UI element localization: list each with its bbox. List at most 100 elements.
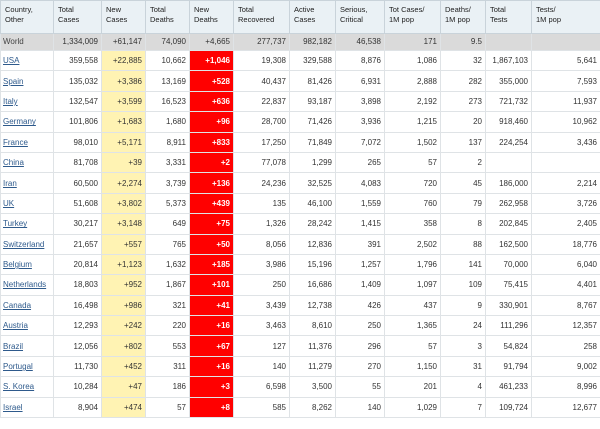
column-header-country[interactable]: Country, Other — [0, 0, 54, 34]
total-recovered-cell: 40,437 — [233, 70, 290, 92]
country-cell: Netherlands — [0, 274, 54, 296]
active-cases-cell: 93,187 — [289, 90, 336, 113]
column-header-total-cases[interactable]: Total Cases — [53, 0, 102, 34]
total-cases-cell: 10,284 — [53, 376, 102, 398]
column-header-tot-cases-per-1m[interactable]: Tot Cases/ 1M pop — [384, 0, 441, 34]
new-cases-cell: +2,274 — [101, 172, 146, 194]
new-deaths-cell: +185 — [189, 253, 234, 276]
column-header-active-cases[interactable]: Active Cases — [289, 0, 336, 34]
country-link[interactable]: Germany — [3, 117, 36, 127]
active-cases-cell: 8,262 — [289, 396, 336, 419]
serious-critical-cell: 8,876 — [335, 49, 385, 72]
tot-cases-per-1m-cell: 57 — [384, 151, 441, 174]
total-deaths-cell: 1,867 — [145, 274, 190, 296]
column-header-total-deaths[interactable]: Total Deaths — [145, 0, 190, 34]
total-cases-cell: 132,547 — [53, 90, 102, 113]
country-link[interactable]: Austria — [3, 321, 28, 331]
country-link[interactable]: Belgium — [3, 260, 32, 270]
column-header-new-deaths[interactable]: New Deaths — [189, 0, 234, 34]
active-cases-cell: 16,686 — [289, 274, 336, 296]
serious-critical-cell: 7,072 — [335, 131, 385, 153]
serious-critical-cell: 1,409 — [335, 274, 385, 296]
serious-critical-cell: 3,936 — [335, 111, 385, 133]
active-cases-cell: 3,500 — [289, 376, 336, 398]
serious-critical-cell: 140 — [335, 396, 385, 419]
total-cases-cell: 8,904 — [53, 396, 102, 419]
active-cases-cell: 71,849 — [289, 131, 336, 153]
total-cases-cell: 1,334,009 — [53, 33, 102, 51]
deaths-per-1m-cell: 79 — [440, 192, 486, 215]
tot-cases-per-1m-cell: 57 — [384, 335, 441, 357]
new-cases-cell: +39 — [101, 151, 146, 174]
tests-per-1m-cell: 5,641 — [531, 49, 600, 72]
total-tests-cell: 111,296 — [485, 315, 532, 337]
country-link[interactable]: France — [3, 137, 28, 147]
active-cases-cell: 81,426 — [289, 70, 336, 92]
new-deaths-cell: +8 — [189, 396, 234, 419]
serious-critical-cell: 426 — [335, 294, 385, 317]
total-deaths-cell: 16,523 — [145, 90, 190, 113]
serious-critical-cell: 3,898 — [335, 90, 385, 113]
serious-critical-cell: 391 — [335, 233, 385, 255]
total-cases-cell: 18,803 — [53, 274, 102, 296]
country-link[interactable]: China — [3, 158, 24, 168]
country-link[interactable]: Israel — [3, 402, 23, 412]
column-header-total-tests[interactable]: Total Tests — [485, 0, 532, 34]
serious-critical-cell: 1,257 — [335, 253, 385, 276]
tests-per-1m-cell: 12,677 — [531, 396, 600, 419]
new-deaths-cell: +833 — [189, 131, 234, 153]
active-cases-cell: 329,588 — [289, 49, 336, 72]
country-cell: Iran — [0, 172, 54, 194]
table-body: World 1,334,009 +61,147 74,090 +4,665 277,737… — [0, 33, 600, 419]
country-link[interactable]: USA — [3, 56, 20, 66]
new-cases-cell: +557 — [101, 233, 146, 255]
total-deaths-cell: 5,373 — [145, 192, 190, 215]
total-deaths-cell: 765 — [145, 233, 190, 255]
new-cases-cell: +1,123 — [101, 253, 146, 276]
tot-cases-per-1m-cell: 437 — [384, 294, 441, 317]
country-cell: Italy — [0, 90, 54, 113]
country-link[interactable]: S. Korea — [3, 382, 35, 392]
tot-cases-per-1m-cell: 760 — [384, 192, 441, 215]
deaths-per-1m-cell: 9.5 — [440, 33, 486, 51]
column-header-total-recovered[interactable]: Total Recovered — [233, 0, 290, 34]
total-tests-cell: 202,845 — [485, 213, 532, 235]
country-link[interactable]: Iran — [3, 178, 17, 188]
column-header-tests-per-1m[interactable]: Tests/ 1M pop — [531, 0, 600, 34]
country-link[interactable]: Switzerland — [3, 239, 45, 249]
table-row: Iran 60,500 +2,274 3,739 +136 24,236 32,525 4,0… — [0, 172, 600, 194]
table-row: France 98,010 +5,171 8,911 +833 17,250 71,849 7… — [0, 131, 600, 153]
column-header-deaths-per-1m[interactable]: Deaths/ 1M pop — [440, 0, 486, 34]
new-deaths-cell: +636 — [189, 90, 234, 113]
country-link[interactable]: UK — [3, 198, 15, 208]
total-recovered-cell: 17,250 — [233, 131, 290, 153]
country-link[interactable]: Turkey — [3, 219, 28, 229]
total-tests-cell: 162,500 — [485, 233, 532, 255]
total-recovered-cell: 6,598 — [233, 376, 290, 398]
deaths-per-1m-cell: 4 — [440, 376, 486, 398]
column-header-new-cases[interactable]: New Cases — [101, 0, 146, 34]
new-cases-cell: +1,683 — [101, 111, 146, 133]
country-link[interactable]: Canada — [3, 300, 32, 310]
column-header-serious-critical[interactable]: Serious, Critical — [335, 0, 385, 34]
country-link[interactable]: Italy — [3, 96, 18, 106]
serious-critical-cell: 6,931 — [335, 70, 385, 92]
new-deaths-cell: +4,665 — [189, 33, 234, 51]
country-link[interactable]: Netherlands — [3, 280, 47, 290]
tests-per-1m-cell: 12,357 — [531, 315, 600, 337]
deaths-per-1m-cell: 9 — [440, 294, 486, 317]
country-link[interactable]: Spain — [3, 76, 24, 86]
country-link[interactable]: Portugal — [3, 362, 33, 372]
new-deaths-cell: +2 — [189, 151, 234, 174]
tests-per-1m-cell: 9,002 — [531, 355, 600, 378]
total-deaths-cell: 553 — [145, 335, 190, 357]
new-deaths-cell: +96 — [189, 111, 234, 133]
country-link[interactable]: Brazil — [3, 341, 24, 351]
country-cell: France — [0, 131, 54, 153]
world-total-row: World 1,334,009 +61,147 74,090 +4,665 277,737… — [0, 33, 600, 51]
tot-cases-per-1m-cell: 201 — [384, 376, 441, 398]
total-tests-cell: 1,867,103 — [485, 49, 532, 72]
country-cell: UK — [0, 192, 54, 215]
country-cell: Switzerland — [0, 233, 54, 255]
table-row: Germany 101,806 +1,683 1,680 +96 28,700 71,426… — [0, 111, 600, 133]
